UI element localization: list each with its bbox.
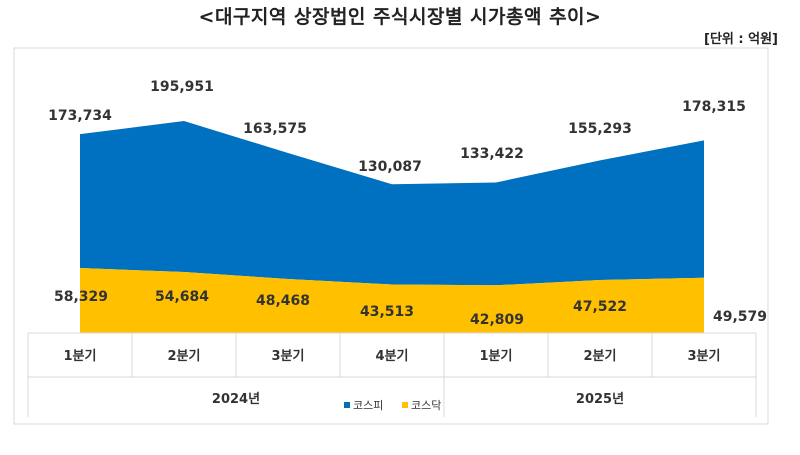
kospi-value-label: 163,575 (243, 121, 307, 137)
x-tick-label: 2분기 (168, 349, 201, 364)
x-axis: 1분기 2분기 3분기 4분기 1분기 2분기 3분기 2024년 2025년 (27, 332, 757, 417)
kosdaq-value-label: 49,579 (713, 309, 767, 325)
x-tick-label: 1분기 (480, 349, 513, 364)
x-group-label: 2024년 (212, 392, 260, 407)
kosdaq-value-label: 47,522 (573, 299, 627, 315)
legend-swatch (344, 402, 350, 408)
legend-label: 코스닥 (411, 399, 441, 412)
page-title: <대구지역 상장법인 주식시장별 시가총액 추이> (198, 6, 602, 28)
kosdaq-value-label: 42,809 (470, 312, 524, 328)
kosdaq-value-label: 48,468 (256, 293, 310, 309)
x-group-label: 2025년 (576, 392, 624, 407)
unit-label: [단위 : 억원] (704, 32, 778, 47)
kospi-value-label: 178,315 (682, 99, 746, 115)
x-tick-label: 3분기 (272, 349, 305, 364)
kosdaq-value-label: 58,329 (54, 289, 108, 305)
chart-border (13, 47, 769, 425)
kosdaq-value-label: 54,684 (155, 289, 209, 305)
x-tick-label: 2분기 (584, 349, 617, 364)
kospi-value-label: 195,951 (150, 79, 214, 95)
kosdaq-value-label: 43,513 (360, 304, 414, 320)
kospi-area (80, 121, 704, 286)
legend-label: 코스피 (353, 399, 383, 412)
x-tick-label: 3분기 (688, 349, 721, 364)
legend: 코스피 코스닥 (344, 399, 441, 412)
data-labels: 173,734 195,951 163,575 130,087 133,422 155,2… (48, 79, 767, 328)
kospi-value-label: 130,087 (358, 159, 422, 175)
kospi-value-label: 155,293 (568, 121, 632, 137)
legend-swatch (402, 402, 408, 408)
plot-area (80, 121, 704, 333)
x-tick-label: 1분기 (64, 349, 97, 364)
kosdaq-area (80, 268, 704, 333)
kospi-value-label: 133,422 (460, 146, 524, 162)
x-tick-label: 4분기 (376, 349, 409, 364)
kospi-value-label: 173,734 (48, 108, 112, 124)
